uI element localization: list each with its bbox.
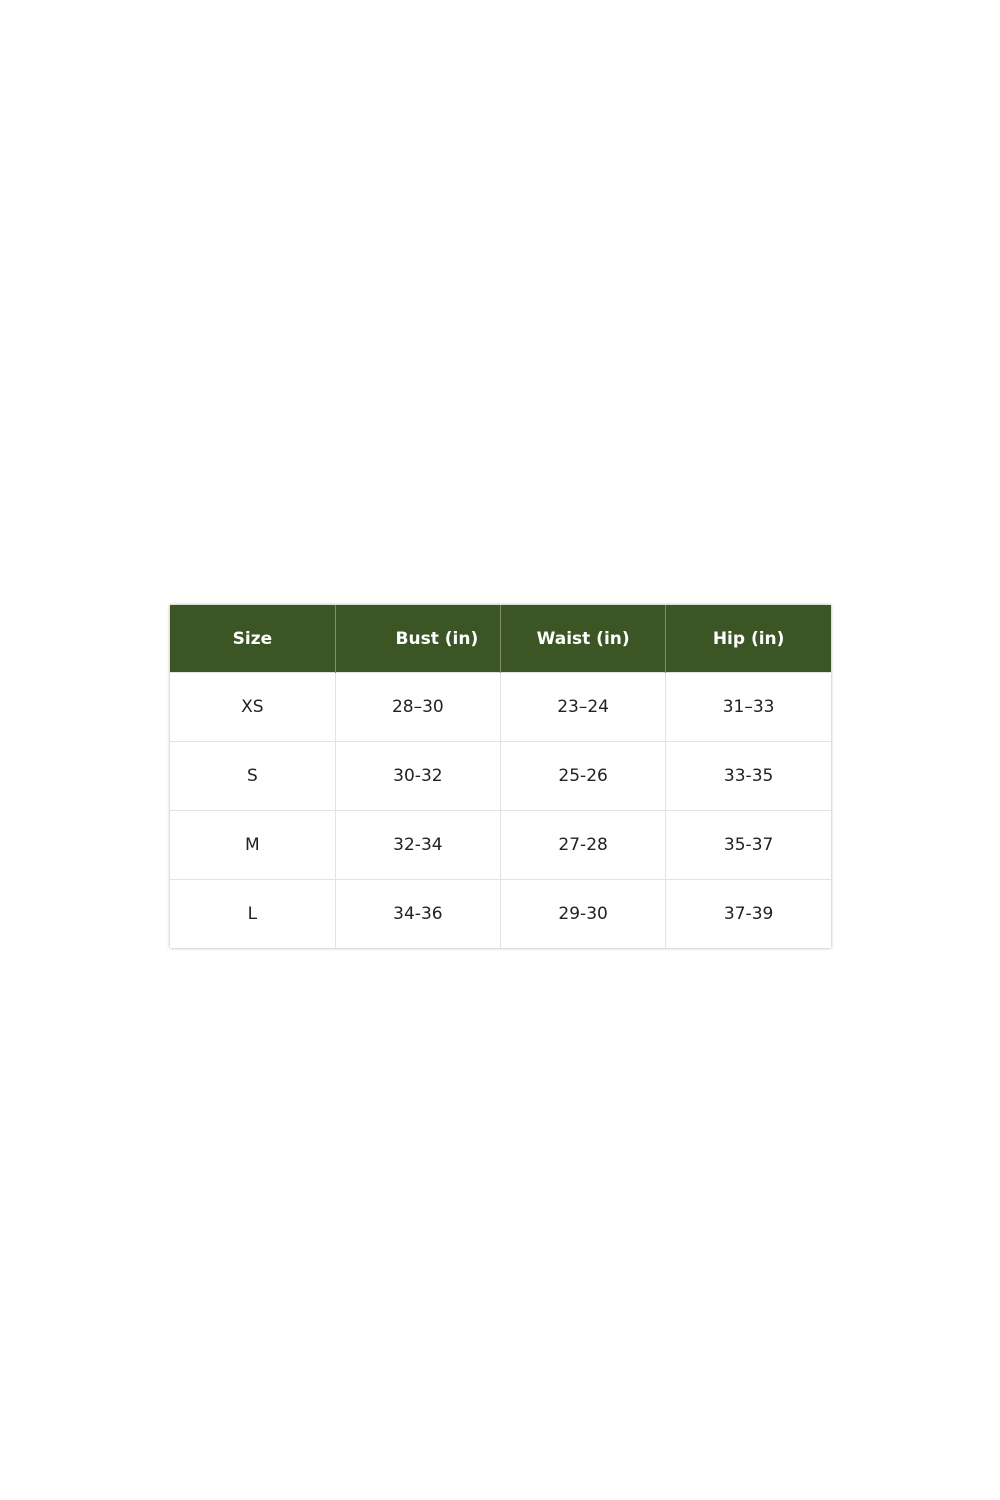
- table-row: M 32-34 27-28 35-37: [170, 810, 831, 880]
- cell-hip: 37-39: [665, 879, 831, 948]
- cell-waist: 29-30: [500, 879, 667, 948]
- table-header-row: Size Bust (in) Waist (in) Hip (in): [170, 605, 831, 673]
- cell-bust: 30-32: [335, 741, 502, 811]
- cell-hip: 31–33: [665, 672, 831, 742]
- cell-hip: 35-37: [665, 810, 831, 880]
- cell-size: S: [170, 741, 336, 811]
- cell-size: XS: [170, 672, 336, 742]
- cell-hip: 33-35: [665, 741, 831, 811]
- table-row: L 34-36 29-30 37-39: [170, 879, 831, 948]
- cell-bust: 32-34: [335, 810, 502, 880]
- cell-waist: 27-28: [500, 810, 667, 880]
- header-bust: Bust (in): [335, 605, 502, 673]
- table-row: XS 28–30 23–24 31–33: [170, 672, 831, 742]
- table-row: S 30-32 25-26 33-35: [170, 741, 831, 811]
- header-hip: Hip (in): [665, 605, 831, 673]
- size-chart-table: Size Bust (in) Waist (in) Hip (in) XS 28–…: [170, 605, 831, 948]
- cell-bust: 34-36: [335, 879, 502, 948]
- cell-bust: 28–30: [335, 672, 502, 742]
- cell-waist: 23–24: [500, 672, 667, 742]
- cell-size: M: [170, 810, 336, 880]
- header-size: Size: [170, 605, 336, 673]
- cell-waist: 25-26: [500, 741, 667, 811]
- header-waist: Waist (in): [500, 605, 667, 673]
- cell-size: L: [170, 879, 336, 948]
